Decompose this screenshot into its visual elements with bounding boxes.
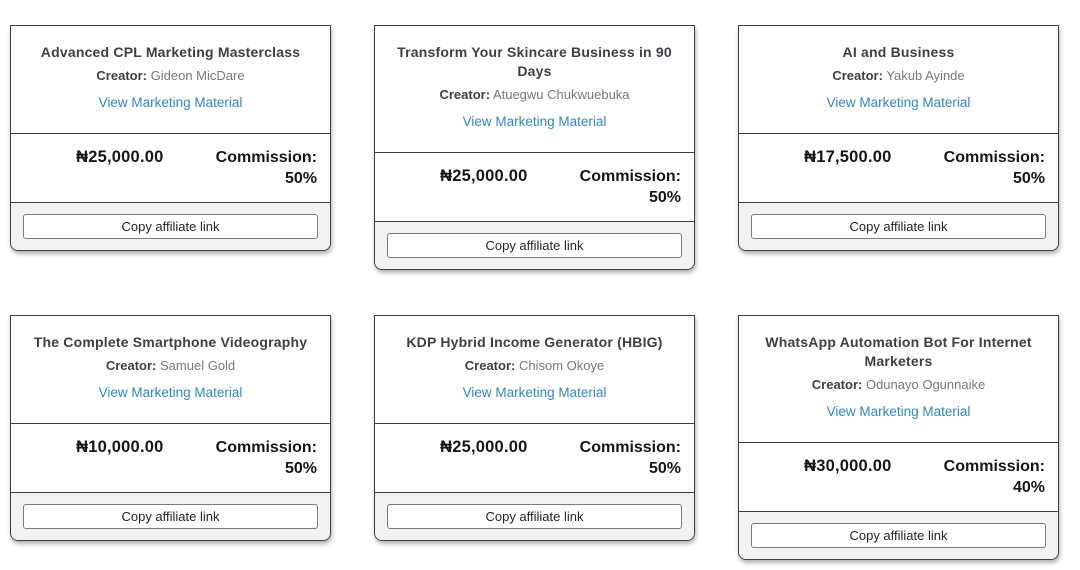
creator-label: Creator: bbox=[439, 87, 491, 102]
product-card-body: WhatsApp Automation Bot For Internet Mar… bbox=[739, 316, 1058, 442]
product-title: KDP Hybrid Income Generator (HBIG) bbox=[406, 334, 663, 350]
view-marketing-material-link[interactable]: View Marketing Material bbox=[98, 385, 243, 400]
creator-name: Atuegwu Chukwuebuka bbox=[492, 87, 630, 102]
commission-value: 50% bbox=[1012, 170, 1045, 187]
copy-affiliate-link-button[interactable]: Copy affiliate link bbox=[751, 214, 1046, 239]
card-footer: Copy affiliate link bbox=[739, 511, 1058, 559]
product-card: AI and Business Creator: Yakub Ayinde Vi… bbox=[738, 25, 1059, 251]
product-creator: Creator: Yakub Ayinde bbox=[751, 67, 1046, 85]
price-commission-row: ₦10,000.00 Commission: 50% bbox=[11, 423, 330, 492]
product-card-body: Advanced CPL Marketing Masterclass Creat… bbox=[11, 26, 330, 133]
commission-value: 50% bbox=[648, 460, 681, 477]
copy-affiliate-link-button[interactable]: Copy affiliate link bbox=[751, 523, 1046, 548]
product-price: ₦17,500.00 bbox=[804, 148, 892, 166]
copy-affiliate-link-button[interactable]: Copy affiliate link bbox=[23, 214, 318, 239]
price-commission-row: ₦25,000.00 Commission: 50% bbox=[375, 152, 694, 221]
commission-value: 50% bbox=[284, 460, 317, 477]
copy-affiliate-link-button[interactable]: Copy affiliate link bbox=[387, 504, 682, 529]
commission-label: Commission: bbox=[579, 439, 681, 456]
view-marketing-material-link[interactable]: View Marketing Material bbox=[826, 95, 971, 110]
creator-name: Odunayo Ogunnaike bbox=[865, 377, 986, 392]
creator-label: Creator: bbox=[832, 68, 883, 83]
commission-label: Commission: bbox=[943, 458, 1045, 475]
price-commission-row: ₦30,000.00 Commission: 40% bbox=[739, 442, 1058, 511]
product-title: The Complete Smartphone Videography bbox=[33, 334, 308, 350]
creator-label: Creator: bbox=[811, 377, 863, 392]
commission-label: Commission: bbox=[579, 168, 681, 185]
product-card-body: KDP Hybrid Income Generator (HBIG) Creat… bbox=[375, 316, 694, 423]
commission-label: Commission: bbox=[215, 149, 317, 166]
price-commission-row: ₦25,000.00 Commission: 50% bbox=[375, 423, 694, 492]
product-creator: Creator: Atuegwu Chukwuebuka bbox=[387, 86, 682, 104]
view-marketing-material-link[interactable]: View Marketing Material bbox=[462, 385, 607, 400]
copy-affiliate-link-button[interactable]: Copy affiliate link bbox=[23, 504, 318, 529]
commission-label: Commission: bbox=[215, 439, 317, 456]
product-card: Advanced CPL Marketing Masterclass Creat… bbox=[10, 25, 331, 251]
product-card: WhatsApp Automation Bot For Internet Mar… bbox=[738, 315, 1059, 560]
card-footer: Copy affiliate link bbox=[375, 221, 694, 269]
view-marketing-material-link[interactable]: View Marketing Material bbox=[98, 95, 243, 110]
product-card: Transform Your Skincare Business in 90 D… bbox=[374, 25, 695, 270]
product-title: WhatsApp Automation Bot For Internet Mar… bbox=[765, 334, 1032, 369]
creator-label: Creator: bbox=[96, 68, 147, 83]
card-footer: Copy affiliate link bbox=[11, 202, 330, 250]
creator-name: Yakub Ayinde bbox=[886, 68, 965, 83]
product-creator: Creator: Samuel Gold bbox=[23, 357, 318, 375]
product-price: ₦25,000.00 bbox=[440, 167, 528, 185]
product-creator: Creator: Odunayo Ogunnaike bbox=[751, 376, 1046, 394]
commission-value: 50% bbox=[648, 189, 681, 206]
product-price: ₦30,000.00 bbox=[804, 457, 892, 475]
product-price: ₦25,000.00 bbox=[76, 148, 164, 166]
commission-block: Commission: 40% bbox=[944, 456, 1045, 498]
card-footer: Copy affiliate link bbox=[739, 202, 1058, 250]
view-marketing-material-link[interactable]: View Marketing Material bbox=[462, 114, 607, 129]
creator-label: Creator: bbox=[105, 358, 157, 373]
product-title: AI and Business bbox=[842, 44, 955, 60]
view-marketing-material-link[interactable]: View Marketing Material bbox=[826, 404, 971, 419]
price-commission-row: ₦25,000.00 Commission: 50% bbox=[11, 133, 330, 202]
product-card: KDP Hybrid Income Generator (HBIG) Creat… bbox=[374, 315, 695, 541]
product-price: ₦25,000.00 bbox=[440, 438, 528, 456]
commission-block: Commission: 50% bbox=[580, 437, 681, 479]
product-card-body: Transform Your Skincare Business in 90 D… bbox=[375, 26, 694, 152]
creator-name: Gideon MicDare bbox=[150, 68, 245, 83]
card-footer: Copy affiliate link bbox=[375, 492, 694, 540]
product-card-body: The Complete Smartphone Videography Crea… bbox=[11, 316, 330, 423]
commission-label: Commission: bbox=[943, 149, 1045, 166]
price-commission-row: ₦17,500.00 Commission: 50% bbox=[739, 133, 1058, 202]
product-title: Transform Your Skincare Business in 90 D… bbox=[397, 44, 672, 79]
creator-name: Chisom Okoye bbox=[518, 358, 605, 373]
product-title: Advanced CPL Marketing Masterclass bbox=[40, 44, 301, 60]
product-card: The Complete Smartphone Videography Crea… bbox=[10, 315, 331, 541]
commission-block: Commission: 50% bbox=[216, 437, 317, 479]
creator-label: Creator: bbox=[464, 358, 516, 373]
copy-affiliate-link-button[interactable]: Copy affiliate link bbox=[387, 233, 682, 258]
card-footer: Copy affiliate link bbox=[11, 492, 330, 540]
product-price: ₦10,000.00 bbox=[76, 438, 164, 456]
commission-block: Commission: 50% bbox=[944, 147, 1045, 189]
commission-value: 50% bbox=[284, 170, 317, 187]
product-creator: Creator: Chisom Okoye bbox=[387, 357, 682, 375]
product-creator: Creator: Gideon MicDare bbox=[23, 67, 318, 85]
product-card-body: AI and Business Creator: Yakub Ayinde Vi… bbox=[739, 26, 1058, 133]
commission-value: 40% bbox=[1012, 479, 1045, 496]
commission-block: Commission: 50% bbox=[216, 147, 317, 189]
creator-name: Samuel Gold bbox=[160, 358, 236, 373]
commission-block: Commission: 50% bbox=[580, 166, 681, 208]
